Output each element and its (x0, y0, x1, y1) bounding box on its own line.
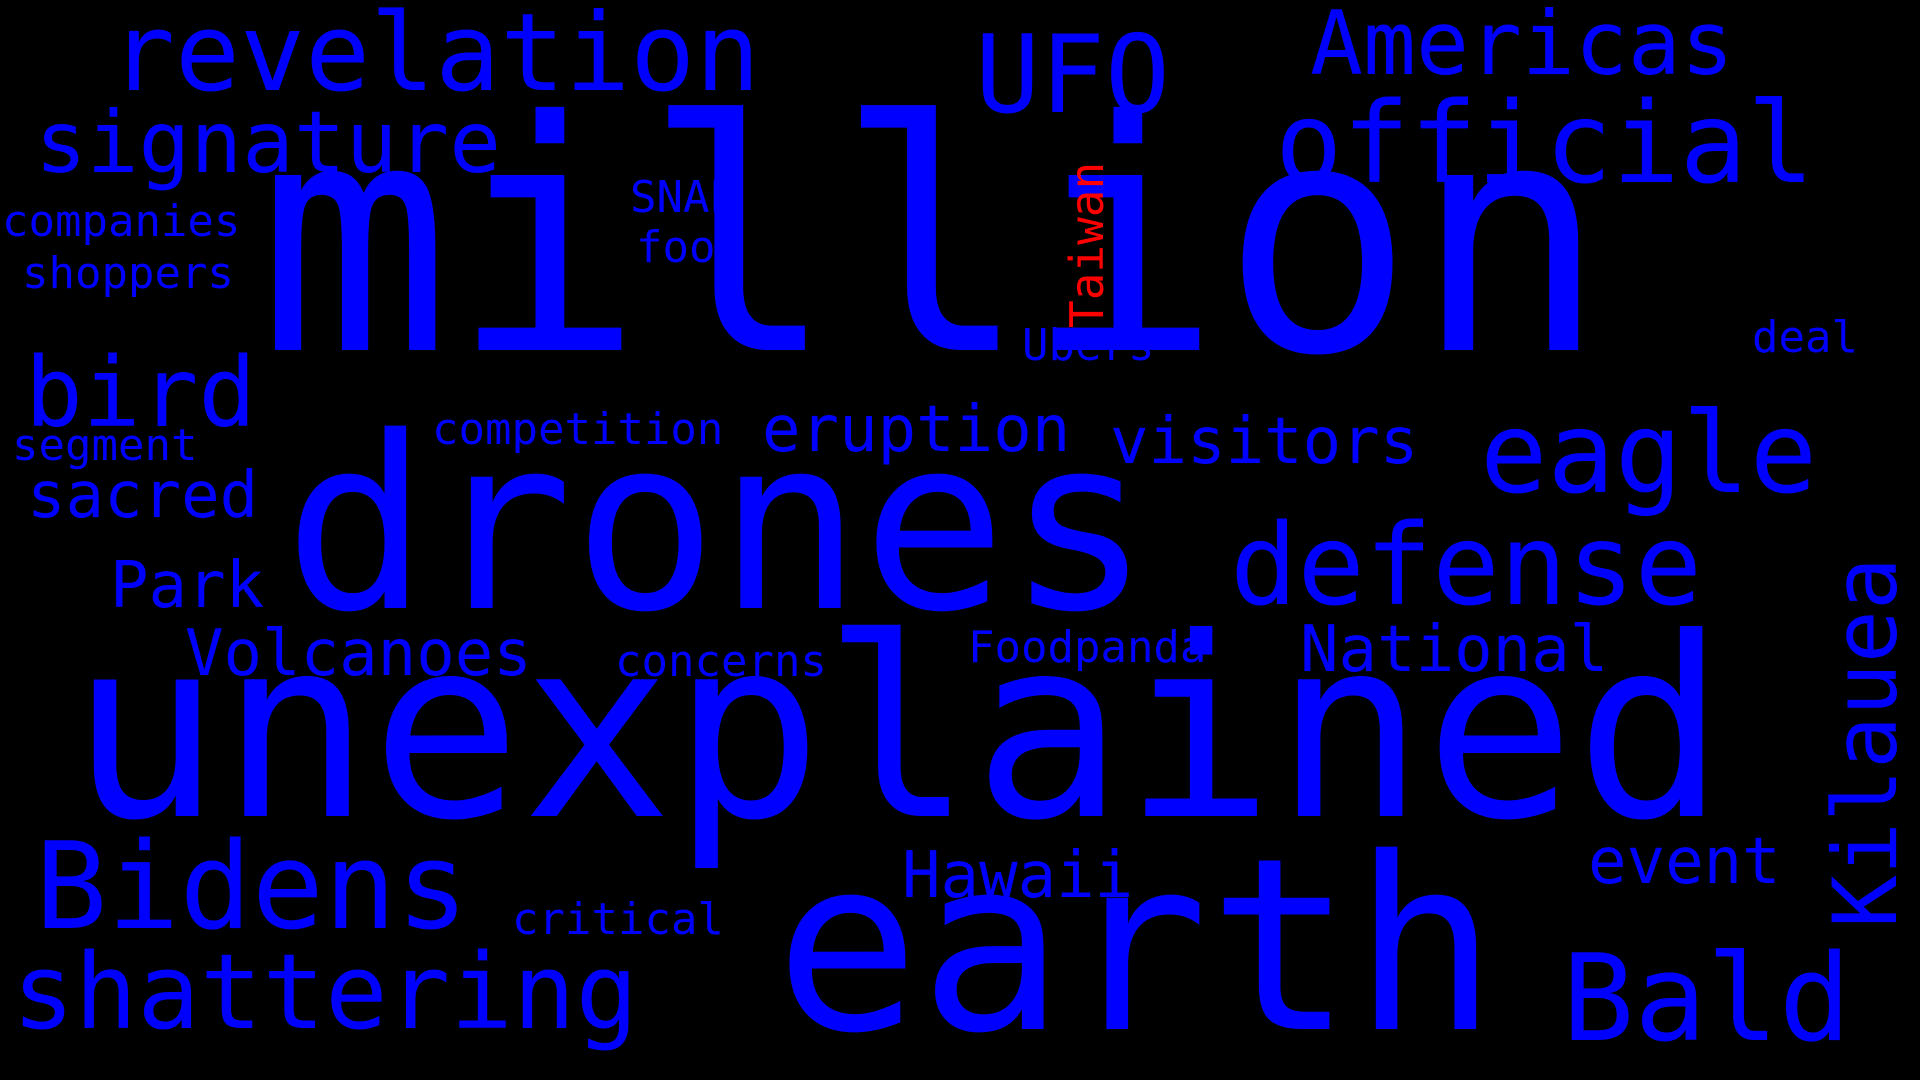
word-snap: SNAP (630, 172, 736, 223)
word-segment: segment (12, 420, 198, 471)
word-bidens: Bidens (35, 818, 469, 957)
word-competition: competition (432, 404, 724, 455)
word-sacred: sacred (27, 459, 259, 533)
word-drones: drones (284, 385, 1151, 665)
word-americas: Americas (1310, 0, 1734, 95)
word-event: event (1588, 825, 1781, 899)
word-official: official (1275, 79, 1815, 209)
word-critical: critical (512, 894, 724, 945)
word-kilauea: Kilauea (1814, 557, 1917, 928)
word-million: million (258, 54, 1607, 426)
word-ufo: UFO (975, 13, 1171, 138)
word-defense: defense (1230, 501, 1703, 631)
word-concerns: concerns (615, 636, 827, 687)
word-park: Park (110, 549, 265, 623)
word-deal: deal (1752, 312, 1858, 363)
word-foodpanda: Foodpanda (968, 622, 1207, 673)
word-companies: companies (2, 196, 241, 247)
word-signature: signature (35, 93, 501, 193)
word-eagle: eagle (1480, 389, 1818, 519)
word-ubers: Ubers (1022, 320, 1155, 371)
word-shoppers: shoppers (22, 248, 234, 299)
word-food: food (636, 222, 742, 273)
word-taiwan: Taiwan (1060, 161, 1114, 328)
word-volcanoes: Volcanoes (185, 617, 532, 691)
word-hawaii: Hawaii (902, 839, 1134, 913)
word-visitors: visitors (1110, 405, 1419, 479)
word-bald: Bald (1562, 930, 1851, 1069)
word-unexplained: unexplained (70, 584, 1726, 875)
word-bird: bird (25, 337, 257, 449)
word-eruption: eruption (762, 393, 1071, 467)
word-national: National (1300, 613, 1609, 687)
word-revelation: revelation (110, 0, 761, 116)
word-earth: earth (775, 806, 1498, 1080)
word-shattering: shattering (12, 931, 639, 1053)
